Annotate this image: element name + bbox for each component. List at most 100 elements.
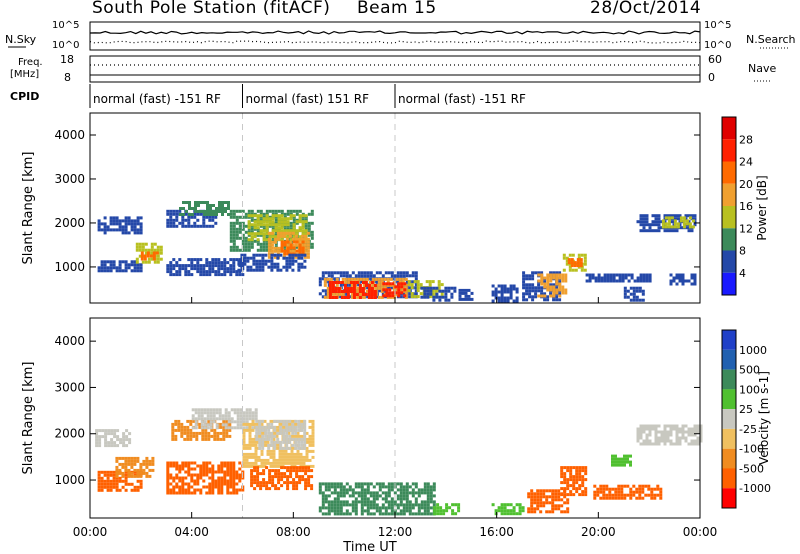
heatmap-cell bbox=[248, 417, 252, 421]
colorbar-swatch bbox=[722, 409, 736, 429]
heatmap-cell bbox=[211, 479, 215, 483]
heatmap-cell bbox=[259, 233, 263, 237]
heatmap-cell bbox=[174, 434, 178, 438]
heatmap-cell bbox=[354, 485, 358, 489]
x-tick-label: 04:00 bbox=[174, 525, 209, 539]
heatmap-cell bbox=[169, 461, 173, 465]
heatmap-cell bbox=[286, 478, 290, 482]
heatmap-cell bbox=[124, 222, 128, 226]
heatmap-cell bbox=[259, 215, 263, 219]
beam-label: Beam 15 bbox=[357, 0, 437, 18]
heatmap-cell bbox=[244, 245, 248, 249]
heatmap-cell bbox=[218, 411, 222, 415]
heatmap-cell bbox=[648, 226, 652, 230]
heatmap-cell bbox=[171, 434, 175, 438]
heatmap-cell bbox=[258, 440, 262, 444]
heatmap-cell bbox=[283, 220, 287, 224]
heatmap-cell bbox=[152, 254, 156, 258]
heatmap-cell bbox=[566, 493, 570, 497]
heatmap-cell bbox=[277, 214, 281, 218]
heatmap-cell bbox=[678, 430, 682, 434]
heatmap-cell bbox=[277, 226, 281, 230]
heatmap-cell bbox=[399, 271, 403, 275]
heatmap-cell bbox=[437, 280, 441, 284]
heatmap-cell bbox=[184, 476, 188, 480]
heatmap-cell bbox=[263, 458, 267, 462]
heatmap-cell bbox=[265, 484, 269, 488]
heatmap-cell bbox=[575, 475, 579, 479]
heatmap-cell bbox=[285, 446, 289, 450]
heatmap-cell bbox=[303, 246, 307, 250]
heatmap-cell bbox=[245, 458, 249, 462]
heatmap-cell bbox=[678, 439, 682, 443]
heatmap-cell bbox=[357, 482, 361, 486]
heatmap-cell bbox=[581, 493, 585, 497]
heatmap-cell bbox=[293, 422, 297, 426]
heatmap-cell bbox=[223, 473, 227, 477]
heatmap-cell bbox=[420, 488, 424, 492]
heatmap-cell bbox=[327, 488, 331, 492]
heatmap-cell bbox=[537, 294, 541, 298]
heatmap-cell bbox=[259, 229, 263, 233]
heatmap-cell bbox=[169, 491, 173, 495]
heatmap-cell bbox=[208, 461, 212, 465]
heatmap-cell bbox=[178, 485, 182, 489]
heatmap-cell bbox=[387, 482, 391, 486]
heatmap-cell bbox=[301, 223, 305, 227]
heatmap-cell bbox=[205, 258, 209, 262]
heatmap-cell bbox=[267, 425, 271, 429]
heatmap-cell bbox=[540, 273, 544, 277]
heatmap-cell bbox=[411, 491, 415, 495]
heatmap-cell bbox=[304, 221, 308, 225]
heatmap-cell bbox=[693, 279, 697, 283]
heatmap-cell bbox=[639, 436, 643, 440]
heatmap-cell bbox=[647, 493, 651, 497]
heatmap-cell bbox=[413, 280, 417, 284]
heatmap-cell bbox=[307, 233, 311, 237]
nsky-label: N.Sky bbox=[5, 33, 37, 46]
heatmap-cell bbox=[470, 297, 474, 301]
heatmap-cell bbox=[562, 256, 566, 260]
heatmap-cell bbox=[648, 442, 652, 446]
heatmap-cell bbox=[203, 201, 206, 204]
heatmap-cell bbox=[246, 265, 250, 269]
heatmap-cell bbox=[112, 479, 116, 483]
heatmap-cell bbox=[423, 509, 427, 513]
heatmap-cell bbox=[285, 422, 289, 426]
heatmap-cell bbox=[172, 258, 176, 262]
heatmap-cell bbox=[539, 510, 543, 514]
heatmap-cell bbox=[151, 459, 155, 463]
heatmap-cell bbox=[122, 444, 126, 448]
heatmap-cell bbox=[269, 449, 273, 453]
heatmap-cell bbox=[127, 216, 131, 220]
heatmap-cell bbox=[377, 280, 381, 284]
heatmap-cell bbox=[100, 260, 104, 264]
heatmap-cell bbox=[215, 417, 219, 421]
heatmap-cell bbox=[271, 217, 275, 221]
heatmap-cell bbox=[250, 475, 254, 479]
heatmap-cell bbox=[382, 282, 386, 286]
heatmap-cell bbox=[571, 268, 575, 272]
heatmap-cell bbox=[220, 479, 224, 483]
heatmap-cell bbox=[287, 458, 291, 462]
heatmap-cell bbox=[509, 509, 513, 513]
heatmap-cell bbox=[214, 479, 218, 483]
heatmap-cell bbox=[171, 428, 175, 432]
heatmap-cell bbox=[238, 248, 242, 252]
heatmap-cell bbox=[292, 235, 296, 239]
heatmap-cell bbox=[179, 213, 182, 216]
heatmap-cell bbox=[199, 273, 203, 277]
heatmap-cell bbox=[288, 265, 292, 269]
heatmap-cell bbox=[292, 481, 296, 485]
heatmap-cell bbox=[247, 232, 251, 236]
heatmap-cell bbox=[583, 256, 587, 260]
heatmap-cell bbox=[675, 436, 679, 440]
heatmap-cell bbox=[615, 273, 619, 277]
heatmap-cell bbox=[208, 491, 212, 495]
heatmap-cell bbox=[187, 273, 191, 277]
heatmap-cell bbox=[614, 496, 618, 500]
heatmap-cell bbox=[227, 207, 230, 210]
heatmap-cell bbox=[414, 503, 418, 507]
heatmap-cell bbox=[405, 494, 409, 498]
heatmap-cell bbox=[283, 252, 287, 256]
